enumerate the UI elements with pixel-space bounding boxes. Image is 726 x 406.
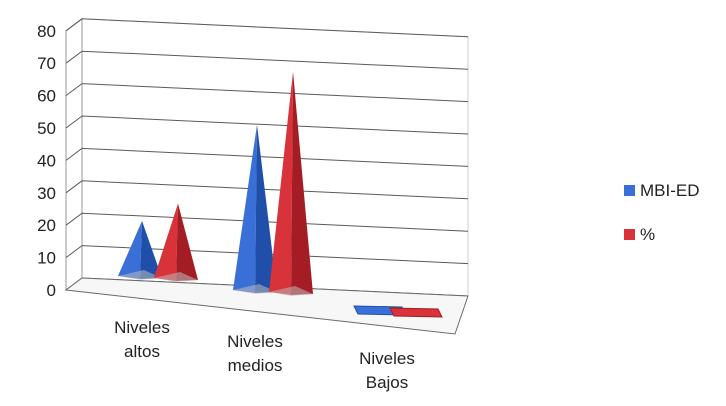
- chart-marks: [118, 71, 443, 318]
- gridline: [65, 50, 469, 70]
- gridline: [65, 18, 469, 38]
- pyramid-shade-0-0: [140, 220, 162, 279]
- legend-swatch: [624, 229, 635, 240]
- y-tick-label: 40: [37, 151, 56, 170]
- y-tick-label: 50: [37, 119, 56, 138]
- y-tick-label: 10: [37, 249, 56, 268]
- legend-swatch: [624, 185, 635, 196]
- gridline: [65, 245, 469, 265]
- pyramid--2: [389, 307, 443, 318]
- gridline: [65, 212, 469, 232]
- legend-label: MBI-ED: [640, 181, 700, 200]
- pyramid-mbied-0: [118, 220, 142, 279]
- pyramid-base-1-0: [154, 272, 198, 282]
- chart-floor: [64, 277, 469, 335]
- y-axis-ticks: 0 10 20 30 40 50 60 70 80: [37, 22, 56, 300]
- y-tick-label: 20: [37, 216, 56, 235]
- gridline: [65, 115, 469, 135]
- y-tick-label: 60: [37, 87, 56, 106]
- x-axis-categories: Niveles altos Niveles medios Niveles Bajos: [114, 318, 415, 392]
- legend-label: %: [640, 225, 655, 244]
- y-tick-label: 0: [47, 281, 56, 300]
- legend: MBI-ED%: [624, 181, 700, 244]
- pyramid--0: [154, 203, 178, 281]
- y-tick-label: 30: [37, 184, 56, 203]
- pyramid-shade-0-1: [255, 124, 277, 293]
- pyramid-base-1-1: [269, 286, 313, 296]
- gridline: [65, 83, 469, 103]
- pyramid--1: [269, 71, 293, 296]
- y-tick-label: 80: [37, 22, 56, 41]
- category-label: Niveles Bajos: [359, 349, 415, 392]
- category-label: Niveles medios: [227, 332, 283, 375]
- category-label: Niveles altos: [114, 318, 170, 361]
- pyramid-shade-1-0: [176, 203, 198, 281]
- pyramid-mbied-1: [233, 124, 257, 293]
- pyramid-base-0-0: [118, 270, 162, 280]
- gridline: [65, 180, 469, 200]
- pyramid-shade-1-1: [291, 71, 313, 296]
- pyramid-base-0-1: [233, 284, 277, 294]
- y-tick-label: 70: [37, 54, 56, 73]
- gridline: [65, 147, 469, 167]
- floor-plane: [64, 277, 469, 335]
